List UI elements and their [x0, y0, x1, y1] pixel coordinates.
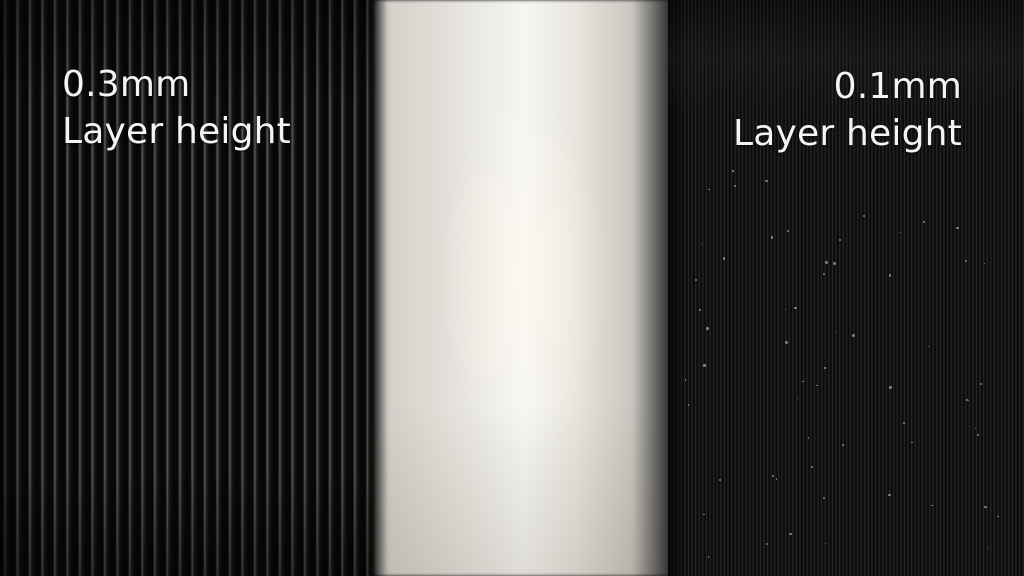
- dust-speck: [684, 379, 687, 381]
- coarse-layer-surface: [0, 0, 380, 576]
- dust-speck: [889, 386, 892, 389]
- dust-speck: [825, 260, 829, 264]
- dust-speck: [719, 479, 722, 482]
- right-layer-label: Layer height: [733, 112, 962, 154]
- dust-speck: [983, 505, 987, 509]
- right-layer-value: 0.1mm: [833, 66, 962, 107]
- dust-speck: [824, 367, 826, 369]
- dust-speck: [965, 399, 968, 402]
- dust-speck: [787, 229, 790, 232]
- dust-speck: [930, 504, 933, 507]
- dust-speck: [700, 242, 702, 244]
- dust-speck: [887, 493, 891, 497]
- dust-speck: [899, 231, 902, 234]
- dust-speck: [732, 170, 734, 172]
- left-layer-value: 0.3mm: [62, 64, 191, 105]
- dust-speck: [927, 346, 929, 348]
- dust-speck: [968, 399, 970, 402]
- fine-layer-surface: [668, 0, 1024, 576]
- dust-speck: [956, 226, 959, 230]
- left-caption: 0.3mm Layer height: [62, 62, 291, 156]
- dust-speck: [888, 274, 892, 277]
- dust-speck: [707, 188, 710, 191]
- dust-speck: [835, 331, 837, 333]
- left-layer-label: Layer height: [62, 110, 291, 152]
- dust-speck: [789, 532, 792, 536]
- dust-speck: [796, 398, 798, 400]
- dust-speck: [706, 327, 709, 330]
- dust-speck: [785, 340, 789, 344]
- dust-speck: [695, 279, 698, 282]
- dust-speck: [911, 442, 913, 444]
- dust-speck: [733, 184, 737, 188]
- dust-speck: [852, 334, 856, 338]
- dust-speck: [997, 515, 1000, 518]
- dust-speck: [842, 444, 845, 446]
- dust-speck: [902, 422, 905, 425]
- dust-speck: [987, 548, 989, 550]
- dust-speck: [838, 238, 841, 241]
- dust-speck: [822, 496, 825, 499]
- dust-speck: [703, 364, 706, 367]
- dust-speck: [964, 259, 968, 262]
- dust-speck: [979, 382, 983, 386]
- right-caption: 0.1mm Layer height: [733, 64, 962, 158]
- dust-speck: [923, 221, 925, 223]
- dust-speck: [816, 384, 818, 386]
- dust-speck: [775, 478, 778, 480]
- dust-speck: [784, 309, 786, 311]
- dust-speck: [687, 404, 690, 406]
- dust-speck: [771, 474, 774, 477]
- dust-speck: [722, 257, 726, 260]
- dust-speck: [703, 513, 706, 516]
- dust-speck: [822, 272, 825, 275]
- dust-speck: [807, 437, 810, 439]
- dust-speck: [863, 215, 866, 217]
- dust-speck: [974, 428, 976, 430]
- dust-speck: [707, 556, 710, 559]
- dust-speck: [794, 306, 797, 310]
- dust-speck: [699, 308, 702, 311]
- dust-speck: [770, 236, 773, 239]
- dust-speck: [833, 262, 837, 265]
- dust-speck: [977, 434, 980, 437]
- dust-speck: [766, 543, 769, 546]
- dust-speck: [983, 263, 985, 265]
- dust-speck: [765, 179, 769, 183]
- dust-speck: [824, 542, 826, 544]
- dust-speck: [810, 465, 813, 469]
- dust-speck: [802, 380, 805, 383]
- white-cylinder-divider: [374, 0, 674, 576]
